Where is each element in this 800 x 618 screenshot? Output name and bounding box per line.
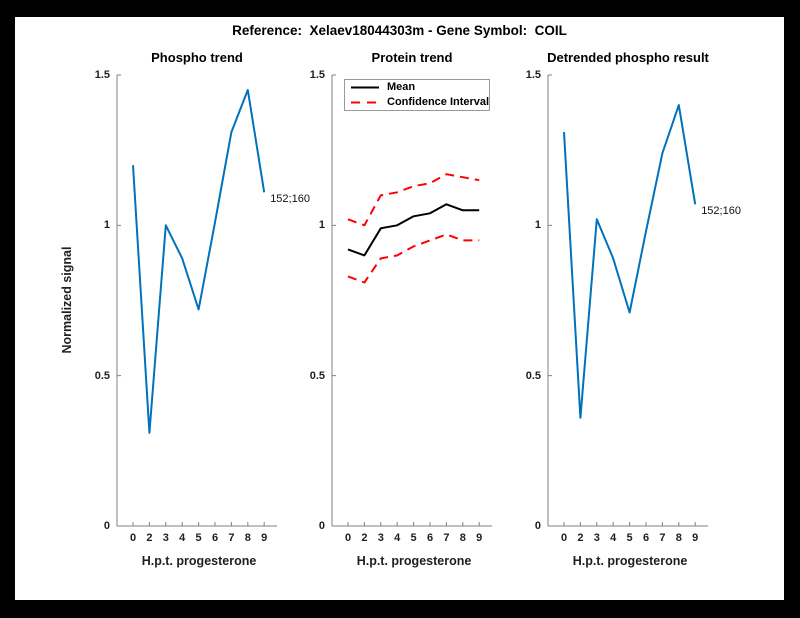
x-tick-label: 9 (692, 532, 699, 544)
y-tick-label: 0.5 (94, 369, 110, 382)
legend-item-confidence-interval: Confidence Interval (350, 95, 489, 110)
legend-label-confidence-interval: Confidence Interval (387, 96, 490, 108)
x-tick-label: 3 (162, 532, 169, 544)
legend-item-mean: Mean (350, 80, 489, 95)
x-tick-label: 3 (377, 532, 384, 544)
x-tick-label: 0 (129, 532, 137, 544)
series-line-phospho-signal (132, 89, 266, 434)
x-tick-label: 9 (476, 532, 483, 544)
endpoint-label: 152;160 (270, 193, 310, 206)
legend: Mean Confidence Interval (344, 79, 490, 111)
x-tick-label: 4 (610, 532, 617, 544)
x-tick-label: 7 (659, 532, 666, 544)
series-line-mean (347, 203, 480, 257)
subplot-title: Phospho trend (151, 50, 243, 65)
x-axis-label: H.p.t. progesterone (141, 554, 257, 568)
plots-canvas (116, 74, 708, 527)
series-line-detrended-phospho-signal (563, 104, 697, 419)
x-tick-label: 4 (179, 532, 186, 544)
x-tick-label: 2 (577, 532, 584, 544)
x-tick-label: 0 (344, 532, 352, 544)
series-line-confidence-interval (347, 173, 480, 227)
x-axis-label: H.p.t. progesterone (356, 554, 472, 568)
subplot-title: Detrended phospho result (547, 50, 709, 65)
x-tick-label: 0 (560, 532, 568, 544)
x-tick-label: 8 (244, 532, 251, 544)
y-tick-label: 0 (103, 520, 110, 532)
x-tick-label: 6 (211, 532, 219, 544)
axes-spines (331, 74, 492, 527)
figure-canvas: Reference: Xelaev18044303m - Gene Symbol… (15, 17, 784, 600)
x-tick-label: 6 (426, 532, 434, 544)
subplot-2 (331, 74, 492, 527)
legend-label-mean: Mean (387, 81, 416, 93)
y-tick-label: 1 (318, 219, 325, 232)
subplot-3 (547, 74, 708, 527)
y-tick-label: 1.5 (525, 69, 541, 81)
mean-line-swatch (351, 86, 379, 89)
x-tick-label: 8 (459, 532, 466, 544)
x-tick-label: 4 (394, 532, 401, 544)
figure-title: Reference: Xelaev18044303m - Gene Symbol… (232, 23, 567, 38)
x-tick-label: 2 (361, 532, 368, 544)
axes-spines (547, 74, 708, 527)
x-axis-label: H.p.t. progesterone (572, 554, 688, 568)
series-line-confidence-interval-lower (347, 233, 480, 284)
axes-spines (116, 74, 277, 527)
x-tick-label: 8 (675, 532, 682, 544)
y-tick-label: 1.5 (94, 69, 110, 81)
y-tick-label: 0.5 (525, 369, 541, 382)
y-tick-label: 0 (318, 520, 325, 532)
x-tick-label: 7 (228, 532, 235, 544)
x-tick-label: 2 (146, 532, 153, 544)
x-tick-label: 9 (261, 532, 268, 544)
x-tick-label: 6 (642, 532, 650, 544)
x-tick-label: 5 (410, 532, 417, 544)
y-tick-label: 1 (534, 219, 541, 232)
y-tick-label: 1 (103, 219, 110, 232)
x-tick-label: 5 (626, 532, 633, 544)
x-tick-label: 7 (443, 532, 450, 544)
subplot-1 (116, 74, 277, 527)
confidence-interval-line-swatch (351, 101, 379, 104)
y-tick-label: 0 (534, 520, 541, 532)
x-tick-label: 3 (593, 532, 600, 544)
x-tick-label: 5 (195, 532, 202, 544)
y-tick-label: 1.5 (309, 69, 325, 81)
y-tick-label: 0.5 (309, 369, 325, 382)
endpoint-label: 152;160 (701, 205, 741, 218)
subplot-title: Protein trend (371, 50, 453, 65)
